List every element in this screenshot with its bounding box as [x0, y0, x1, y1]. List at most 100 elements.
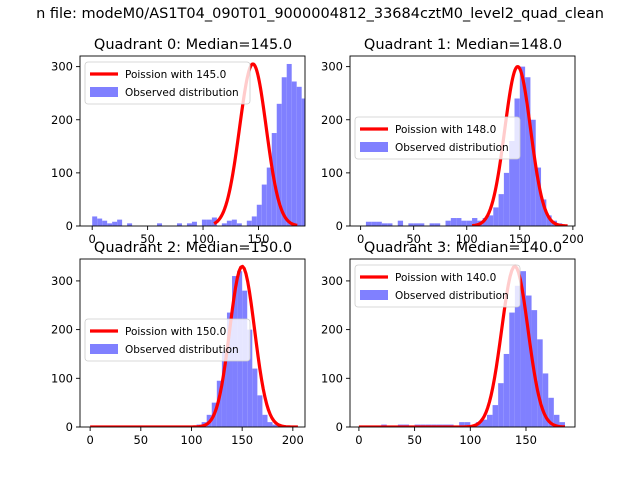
- hist-bar: [482, 218, 488, 226]
- hist-bar: [262, 414, 268, 427]
- y-tick-label: 200: [321, 113, 343, 127]
- hist-bar: [226, 312, 233, 427]
- y-tick-label: 300: [321, 274, 343, 288]
- hist-bar: [381, 223, 388, 226]
- x-tick-label: 0: [355, 433, 362, 447]
- subplot-quadrant-0: Quadrant 0: Median=145.0 0 50 100 150 0 100 20…: [51, 37, 332, 246]
- hist-bar: [256, 204, 262, 226]
- y-tick-label: 200: [321, 323, 343, 337]
- hist-bar: [530, 119, 536, 226]
- hist-bar: [102, 220, 108, 226]
- subplot-title: Quadrant 3: Median=140.0: [364, 240, 562, 256]
- hist-bar: [472, 218, 478, 226]
- hist-bar: [525, 295, 532, 427]
- legend-box: [354, 264, 521, 308]
- hist-bar: [246, 220, 252, 226]
- hist-bar: [236, 223, 242, 226]
- axes-frame: [349, 55, 576, 227]
- hist-bar: [307, 117, 312, 226]
- hist-bar: [498, 194, 504, 226]
- legend: Poission with 140.0 Observed distribution: [354, 264, 521, 308]
- legend: Poission with 148.0 Observed distribution: [354, 116, 521, 160]
- hist-bar: [97, 218, 103, 226]
- x-tick-label: 100: [459, 433, 481, 447]
- hist-bar: [525, 77, 531, 226]
- y-tick-label: 200: [51, 113, 73, 127]
- y-tick-label: 0: [66, 219, 73, 233]
- axes-frame: [79, 55, 306, 227]
- hist-bar: [466, 220, 473, 226]
- hist-bar: [186, 223, 192, 226]
- axes-frame: [79, 258, 306, 428]
- hist-bar: [206, 219, 212, 226]
- hist-bar: [520, 271, 526, 427]
- hist-bar: [434, 223, 441, 226]
- subplot-title: Quadrant 2: Median=150.0: [94, 240, 292, 256]
- hist-bar: [487, 414, 493, 427]
- hist-bar: [498, 383, 504, 427]
- y-tick-label: 300: [321, 60, 343, 74]
- hist-bar: [464, 422, 471, 427]
- legend-box: [84, 318, 251, 362]
- plot-area: 0 50 100 150 0 100 200 300 Poission with 145.0 Ob…: [51, 55, 332, 246]
- hist-bar: [509, 312, 515, 427]
- hist-bar: [553, 414, 560, 427]
- hist-bar: [503, 353, 510, 427]
- hist-bar: [327, 215, 332, 226]
- hist-bar: [519, 66, 526, 226]
- hist-bar: [450, 218, 457, 226]
- legend-label: Observed distribution: [125, 87, 239, 99]
- y-tick-label: 300: [51, 60, 73, 74]
- y-tick-label: 0: [66, 420, 73, 434]
- figure-suptitle: n file: modeM0/AS1T04_090T01_9000004812_…: [36, 6, 604, 22]
- legend-patch-swatch: [90, 87, 118, 97]
- x-tick-label: 150: [231, 433, 253, 447]
- legend-box: [354, 116, 521, 160]
- hist-bar: [559, 422, 565, 427]
- subplot-title: Quadrant 0: Median=145.0: [94, 37, 292, 53]
- hist-bar: [365, 221, 372, 226]
- hist-bar: [503, 172, 510, 226]
- y-tick-label: 300: [51, 274, 73, 288]
- legend-label: Observed distribution: [395, 290, 509, 302]
- legend-label: Observed distribution: [395, 142, 509, 154]
- legend: Poission with 145.0 Observed distribution: [84, 61, 251, 105]
- y-tick-label: 100: [321, 371, 343, 385]
- hist-bar: [376, 221, 382, 226]
- hist-bar: [456, 218, 462, 226]
- hist-bar: [221, 223, 227, 226]
- x-tick-label: 0: [89, 232, 96, 246]
- x-tick-label: 200: [282, 433, 304, 447]
- y-tick-label: 200: [51, 323, 73, 337]
- y-tick-label: 0: [336, 219, 343, 233]
- hist-bar: [541, 199, 547, 226]
- subplot-quadrant-2: Quadrant 2: Median=150.0 0 50 100 150 200 0 10…: [51, 240, 306, 447]
- hist-bar: [191, 221, 197, 226]
- subplot-quadrant-1: Quadrant 1: Median=148.0 0 50 100 150 200 0 10…: [321, 37, 584, 246]
- hist-bar: [266, 167, 272, 226]
- hist-bar: [546, 215, 552, 226]
- hist-bar: [317, 184, 322, 227]
- hist-bar: [281, 77, 287, 226]
- hist-bar: [92, 216, 98, 226]
- poisson-fit-line: [471, 65, 569, 226]
- x-tick-label: 0: [86, 433, 93, 447]
- hist-bar: [112, 221, 118, 226]
- legend-patch-swatch: [90, 344, 118, 354]
- legend-patch-swatch: [360, 290, 388, 300]
- hist-bar: [542, 373, 549, 427]
- hist-bar: [492, 405, 499, 427]
- hist-bar: [117, 219, 123, 226]
- hist-bar: [257, 395, 263, 427]
- hist-bar: [252, 368, 258, 427]
- hist-bar: [221, 351, 227, 427]
- hist-bar: [548, 397, 554, 427]
- x-tick-label: 50: [407, 433, 422, 447]
- hist-bar: [261, 184, 267, 226]
- plot-area: 0 50 100 150 200 0 100 200 300 Poission with 148.…: [321, 55, 584, 246]
- hist-bar: [272, 424, 278, 427]
- hist-bar: [509, 141, 515, 226]
- x-tick-label: 50: [406, 232, 421, 246]
- hist-bar: [537, 339, 543, 427]
